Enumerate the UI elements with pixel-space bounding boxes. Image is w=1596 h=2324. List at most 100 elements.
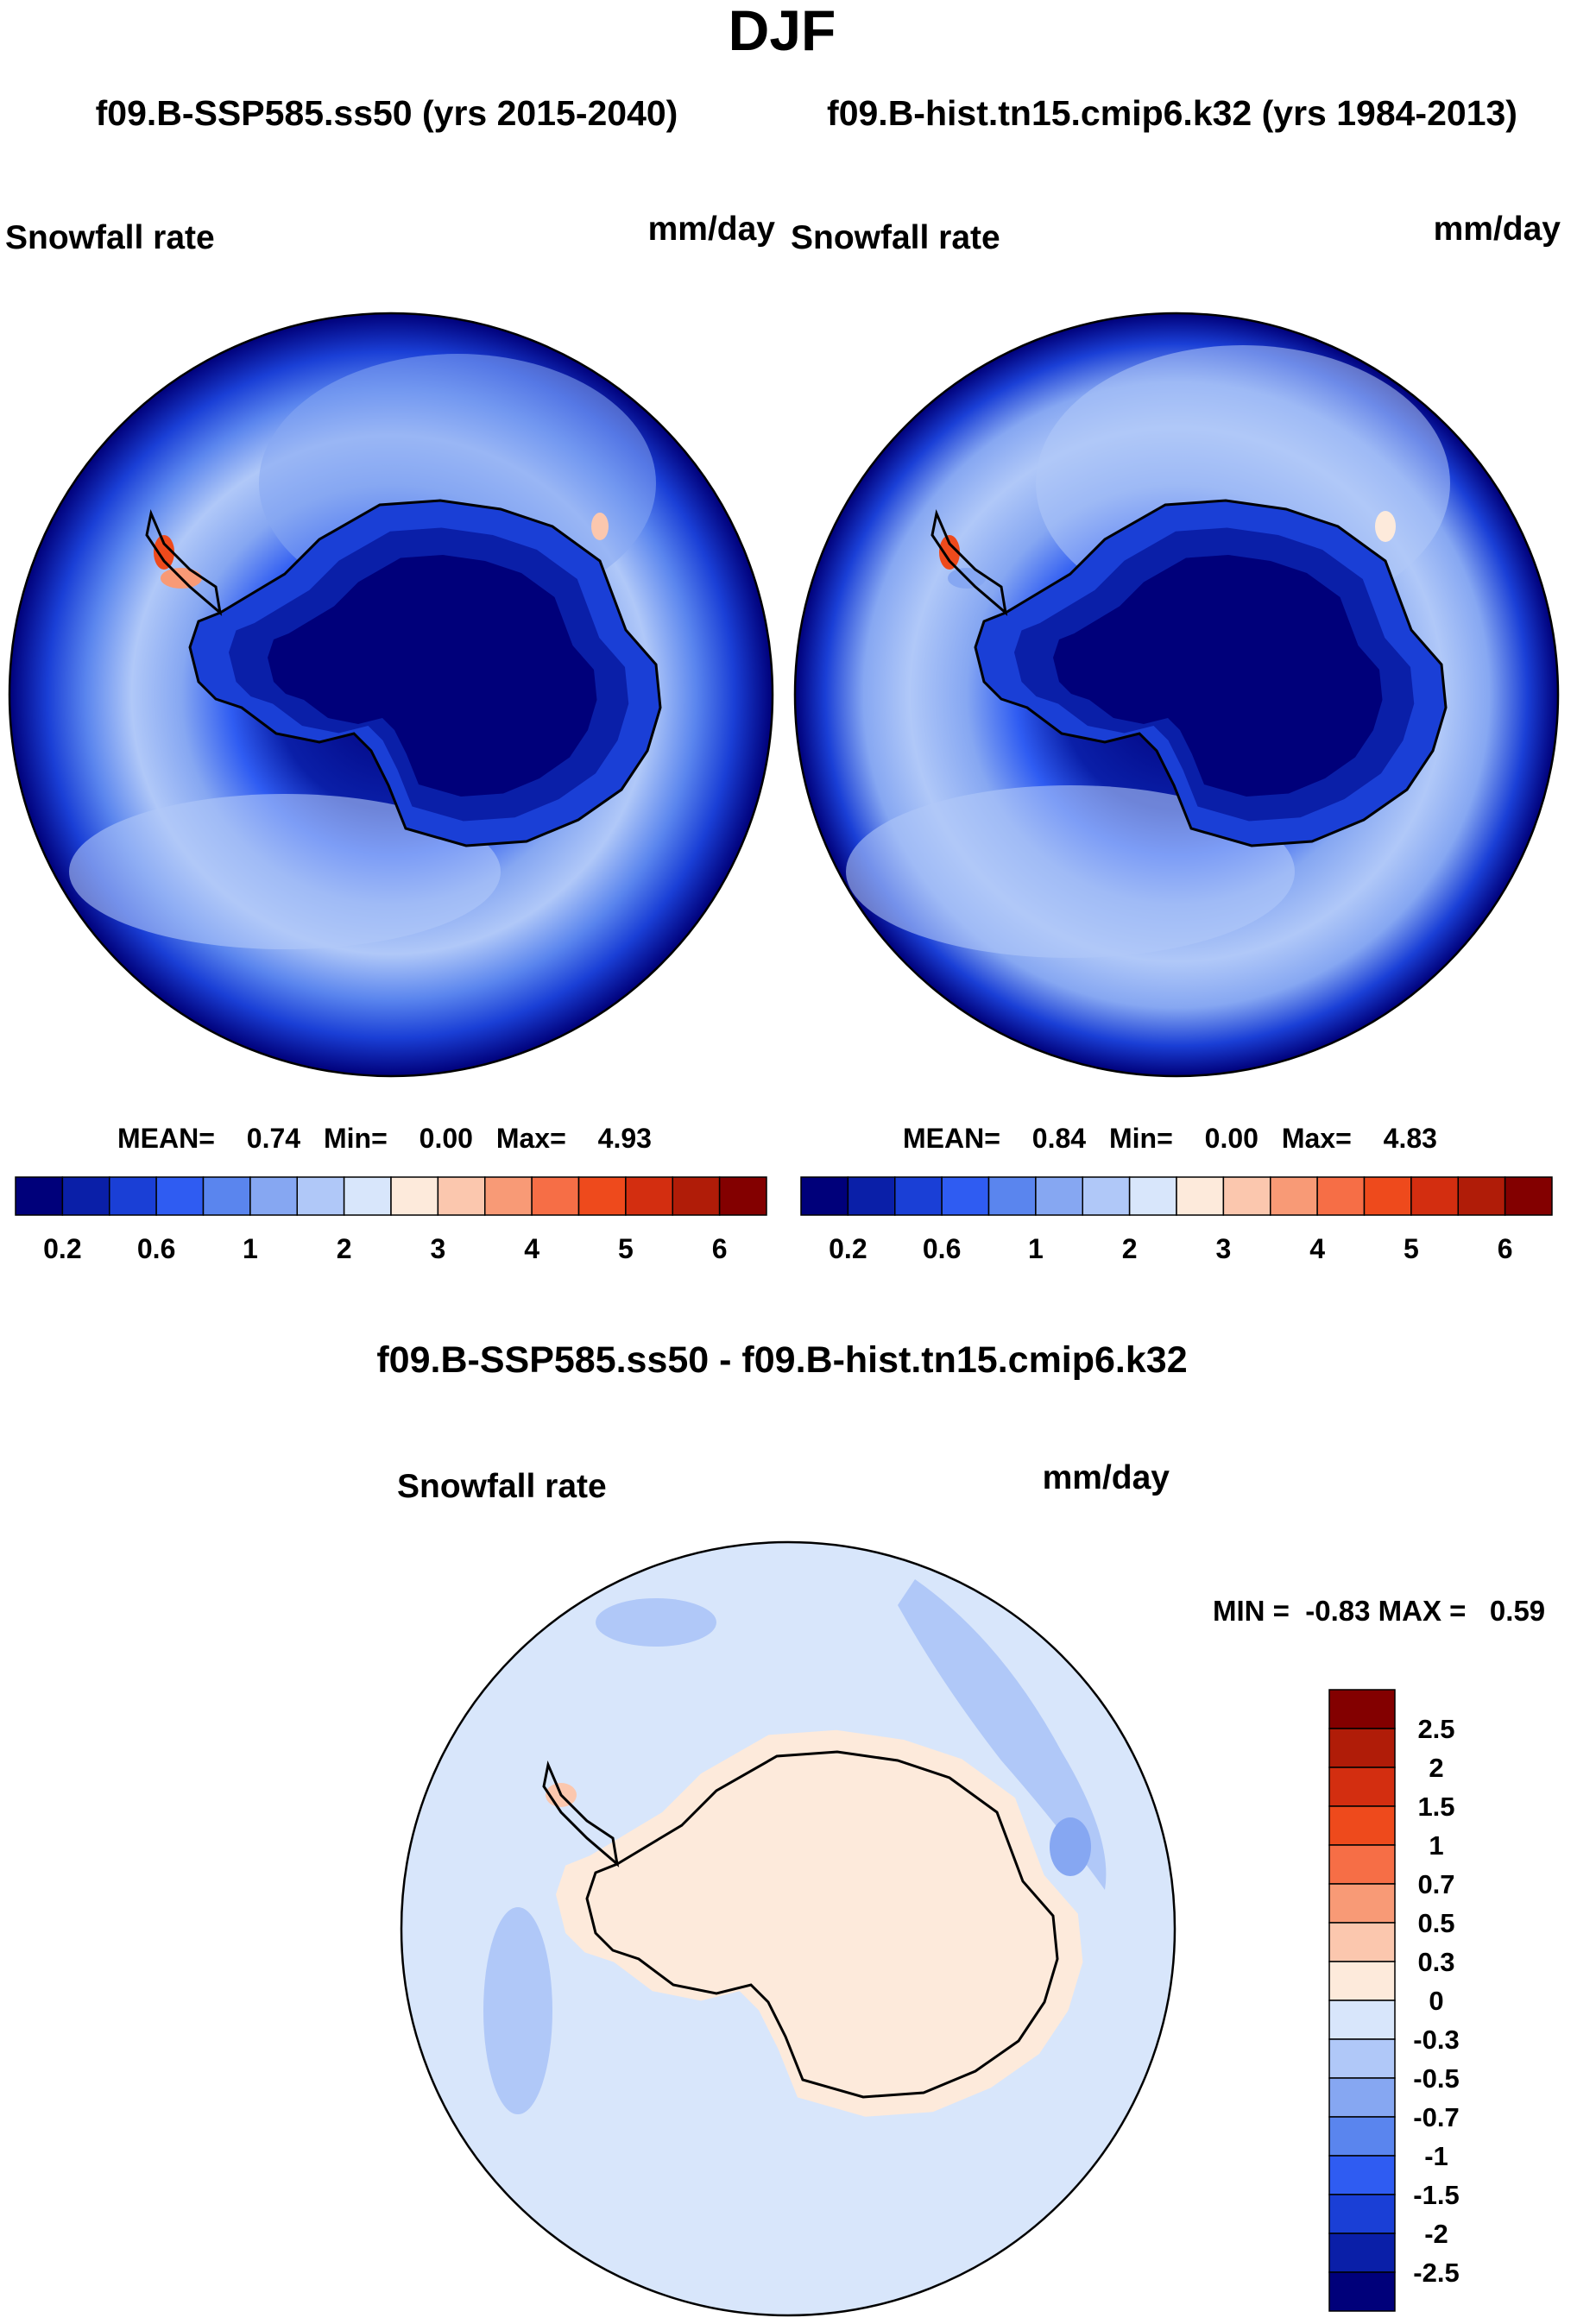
- diff-colorbar-color-box: [1328, 1767, 1396, 1807]
- panel-1-units: mm/day: [648, 211, 776, 248]
- panel-2-mean-value: 0.84: [1032, 1123, 1086, 1154]
- diff-colorbar: 2.5 2 1.5 1 0.7 0.5 0.3 0 -0.3 -0.5 -0.7 -1 -1.5 -2 -2…: [1328, 1689, 1460, 2312]
- diff-panel: f09.B-SSP585.ss50 - f09.B-hist.tn15.cmip…: [376, 1339, 1545, 2317]
- panel-1-colorbar-tick-label: 0.6: [137, 1233, 175, 1264]
- panel-1-colorbar: 0.2 0.6 1 2 3 4 5 6: [15, 1176, 767, 1264]
- panel-2-mean-label: MEAN=: [903, 1123, 1000, 1154]
- diff-colorbar-tick-label: -2: [1424, 2219, 1448, 2249]
- diff-colorbar-color-box: [1328, 1805, 1396, 1846]
- diff-colorbar-color-box: [1328, 2233, 1396, 2273]
- panel-1-colorbar-color-box: [202, 1176, 251, 1216]
- panel-1-colorbar-tick-label: 6: [712, 1233, 728, 1264]
- panel-2-max-label: Max=: [1282, 1123, 1352, 1154]
- diff-colorbar-color-box: [1328, 1728, 1396, 1768]
- diff-colorbar-color-box: [1328, 2116, 1396, 2157]
- panel-1: Snowfall rate mm/day MEAN= 0.74 Min= 0.0…: [5, 211, 775, 1264]
- diff-colorbar-tick-label: -1.5: [1413, 2180, 1459, 2210]
- panel-1-colorbar-tick-label: 0.2: [43, 1233, 81, 1264]
- panel-2-units: mm/day: [1434, 211, 1561, 248]
- panel-2-colorbar-color-box: [1128, 1176, 1177, 1216]
- diff-colorbar-color-box: [1328, 1922, 1396, 1962]
- diff-colorbar-tick-label: -0.3: [1413, 2025, 1459, 2055]
- diff-colorbar-color-box: [1328, 1844, 1396, 1885]
- panel-2-min-label: Min=: [1109, 1123, 1173, 1154]
- panel-2-colorbar-color-box: [1410, 1176, 1459, 1216]
- subtitle-right: f09.B-hist.tn15.cmip6.k32 (yrs 1984-2013…: [827, 93, 1517, 133]
- panel-2-colorbar-color-box: [800, 1176, 849, 1216]
- panel-2-colorbar-color-box: [847, 1176, 896, 1216]
- panel-2-colorbar-color-box: [987, 1176, 1037, 1216]
- panel-2: Snowfall rate mm/day MEAN= 0.84 Min= 0.0…: [791, 211, 1561, 1264]
- diff-colorbar-tick-label: 2: [1429, 1753, 1443, 1783]
- panel-2-colorbar-color-box: [1270, 1176, 1318, 1216]
- panel-1-colorbar-color-box: [531, 1176, 580, 1216]
- diff-minmax: MIN = -0.83 MAX = 0.59: [1213, 1595, 1545, 1627]
- panel-1-colorbar-color-box: [718, 1176, 767, 1216]
- panel-1-colorbar-color-box: [484, 1176, 533, 1216]
- panel-2-colorbar-color-box: [1363, 1176, 1412, 1216]
- panel-1-colorbar-color-box: [672, 1176, 721, 1216]
- diff-colorbar-color-box: [1328, 2038, 1396, 2079]
- diff-colorbar-color-box: [1328, 2271, 1396, 2312]
- panel-2-colorbar-tick-label: 3: [1215, 1233, 1231, 1264]
- panel-2-colorbar-color-box: [1082, 1176, 1131, 1216]
- panel-2-colorbar-color-box: [1035, 1176, 1083, 1216]
- panel-2-colorbar-tick-label: 5: [1404, 1233, 1419, 1264]
- diff-colorbar-tick-label: 2.5: [1417, 1714, 1454, 1744]
- panel-2-colorbar-color-box: [1457, 1176, 1506, 1216]
- panel-1-stats: MEAN= 0.74 Min= 0.00 Max= 4.93: [117, 1123, 652, 1154]
- diff-colorbar-color-box: [1328, 1883, 1396, 1924]
- panel-1-max-value: 4.93: [598, 1123, 652, 1154]
- panel-2-colorbar-color-box: [1316, 1176, 1366, 1216]
- panel-1-var-label: Snowfall rate: [5, 219, 215, 256]
- panel-2-colorbar-tick-label: 0.2: [829, 1233, 867, 1264]
- panel-1-colorbar-color-box: [577, 1176, 627, 1216]
- panel-2-colorbar-color-box: [1504, 1176, 1553, 1216]
- diff-colorbar-tick-label: 1.5: [1417, 1792, 1454, 1822]
- panel-2-colorbar-tick-label: 1: [1028, 1233, 1044, 1264]
- diff-map-border: [400, 1540, 1176, 2317]
- panel-1-colorbar-color-box: [155, 1176, 205, 1216]
- diff-colorbar-color-box: [1328, 2000, 1396, 2040]
- panel-1-colorbar-color-box: [61, 1176, 110, 1216]
- panel-2-colorbar-tick-label: 6: [1498, 1233, 1513, 1264]
- panel-1-max-label: Max=: [496, 1123, 566, 1154]
- panel-2-colorbar-tick-label: 2: [1122, 1233, 1138, 1264]
- panel-2-map-border: [793, 312, 1560, 1078]
- panel-2-colorbar-tick-label: 0.6: [923, 1233, 961, 1264]
- panel-1-colorbar-color-box: [343, 1176, 392, 1216]
- panel-2-colorbar-color-box: [1176, 1176, 1225, 1216]
- diff-colorbar-color-box: [1328, 1961, 1396, 2001]
- panel-1-colorbar-tick-label: 3: [430, 1233, 445, 1264]
- diff-var-label: Snowfall rate: [397, 1468, 607, 1505]
- panel-2-min-value: 0.00: [1205, 1123, 1259, 1154]
- panel-1-colorbar-tick-label: 2: [337, 1233, 352, 1264]
- panel-2-map: [795, 313, 1558, 1076]
- panel-1-mean-value: 0.74: [247, 1123, 300, 1154]
- figure-title: DJF: [729, 0, 836, 62]
- diff-colorbar-tick-label: 0.5: [1417, 1908, 1454, 1938]
- panel-1-colorbar-color-box: [390, 1176, 439, 1216]
- panel-1-colorbar-color-box: [296, 1176, 345, 1216]
- diff-colorbar-color-box: [1328, 1689, 1396, 1729]
- diff-colorbar-color-box: [1328, 2077, 1396, 2118]
- panel-1-map-border: [8, 312, 774, 1078]
- panel-2-colorbar-color-box: [1222, 1176, 1271, 1216]
- panel-2-colorbar-color-box: [894, 1176, 943, 1216]
- panel-1-mean-label: MEAN=: [117, 1123, 215, 1154]
- diff-colorbar-tick-label: 0: [1429, 1986, 1443, 2016]
- diff-colorbar-tick-label: -0.5: [1413, 2063, 1459, 2094]
- diff-colorbar-color-box: [1328, 2194, 1396, 2234]
- diff-colorbar-tick-label: 0.7: [1417, 1869, 1454, 1899]
- diff-map: [401, 1542, 1175, 2315]
- panel-1-colorbar-color-box: [625, 1176, 673, 1216]
- panel-1-min-value: 0.00: [420, 1123, 473, 1154]
- panel-2-var-label: Snowfall rate: [791, 219, 1000, 256]
- diff-title: f09.B-SSP585.ss50 - f09.B-hist.tn15.cmip…: [376, 1339, 1187, 1381]
- diff-colorbar-tick-label: -0.7: [1413, 2102, 1459, 2132]
- diff-colorbar-tick-label: 1: [1429, 1830, 1443, 1861]
- diff-colorbar-tick-label: 0.3: [1417, 1947, 1454, 1977]
- diff-colorbar-color-box: [1328, 2155, 1396, 2195]
- panel-1-colorbar-tick-label: 1: [243, 1233, 258, 1264]
